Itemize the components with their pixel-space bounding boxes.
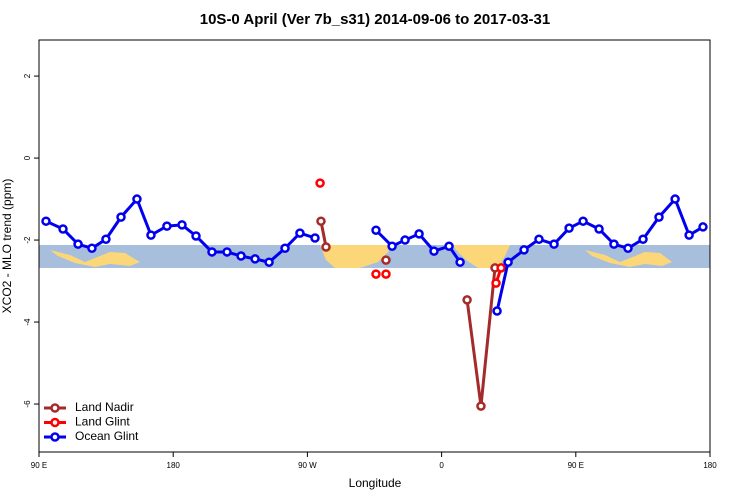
y-tick-label: 2 <box>23 73 32 78</box>
data-point <box>462 295 472 305</box>
x-tick-label: 180 <box>167 461 181 470</box>
data-point <box>236 251 246 261</box>
data-point <box>594 224 604 234</box>
data-point <box>371 225 381 235</box>
data-point <box>132 194 142 204</box>
data-point <box>321 242 331 252</box>
series-line <box>465 267 497 407</box>
data-point <box>310 233 320 243</box>
legend-marker <box>50 432 60 442</box>
data-point <box>444 241 454 251</box>
data-point <box>41 216 51 226</box>
data-point <box>684 230 694 240</box>
land <box>320 245 392 268</box>
data-point <box>250 254 260 264</box>
data-point <box>116 212 126 222</box>
land <box>452 245 510 268</box>
data-point <box>491 278 501 288</box>
y-tick-label: 0 <box>23 155 32 160</box>
data-point <box>578 216 588 226</box>
data-point <box>222 247 232 257</box>
data-point <box>146 230 156 240</box>
data-point <box>387 241 397 251</box>
data-point <box>698 222 708 232</box>
x-axis-label: Longitude <box>349 476 402 490</box>
data-point <box>638 234 648 244</box>
data-point <box>87 243 97 254</box>
data-point <box>429 246 439 256</box>
data-point <box>264 257 274 267</box>
data-point <box>73 239 83 249</box>
x-tick-label: 90 W <box>298 461 317 470</box>
data-point <box>371 269 381 279</box>
data-point <box>414 229 424 239</box>
data-point <box>162 221 172 231</box>
data-point <box>316 216 326 226</box>
data-point <box>101 234 111 244</box>
legend-marker <box>50 417 60 428</box>
data-point <box>623 243 633 254</box>
data-point <box>315 178 325 188</box>
land <box>50 250 140 267</box>
data-point <box>191 231 201 241</box>
land <box>585 250 672 267</box>
data-point <box>534 234 544 244</box>
chart-title: 10S-0 April (Ver 7b_s31) 2014-09-06 to 2… <box>200 11 550 28</box>
y-tick-label: -4 <box>23 318 32 326</box>
data-point <box>455 257 465 267</box>
data-point <box>177 220 187 230</box>
data-point <box>476 401 486 411</box>
data-point <box>280 243 290 254</box>
legend-marker <box>50 403 60 413</box>
data-point <box>58 224 68 234</box>
data-point <box>295 228 305 238</box>
y-axis-label: XCO2 - MLO trend (ppm) <box>0 179 14 314</box>
legend-label: Ocean Glint <box>75 429 139 443</box>
x-tick-label: 180 <box>703 461 717 470</box>
y-tick-label: -2 <box>23 236 32 244</box>
data-point <box>492 306 502 316</box>
data-point <box>381 255 391 265</box>
map-band <box>39 245 710 268</box>
data-point <box>496 263 506 273</box>
data-point <box>400 235 410 245</box>
data-point <box>381 269 391 279</box>
data-point <box>207 247 217 257</box>
y-tick-label: -6 <box>23 400 32 408</box>
data-point <box>549 239 559 249</box>
plot-frame <box>38 39 711 453</box>
data-point <box>519 245 529 255</box>
x-tick-label: 90 E <box>568 461 584 470</box>
data-point <box>609 239 619 249</box>
x-tick-label: 0 <box>439 461 444 470</box>
data-point <box>564 223 574 233</box>
data-point <box>654 212 664 222</box>
x-tick-label: 90 E <box>31 461 47 470</box>
data-point <box>503 257 513 267</box>
legend-label: Land Nadir <box>75 400 134 414</box>
legend-label: Land Glint <box>75 415 130 429</box>
data-point <box>670 194 680 204</box>
